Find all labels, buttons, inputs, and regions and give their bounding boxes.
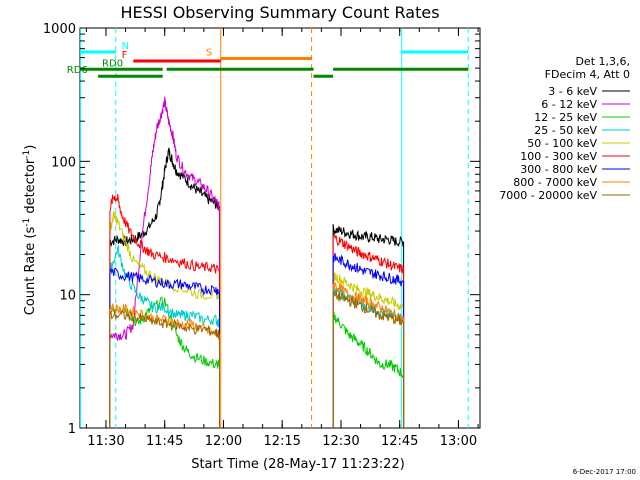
y-axis-label: Count Rate (s-1 detector-1) [22,145,38,316]
x-tick-label: 11:45 [146,434,183,449]
series-line [332,290,405,428]
flag-label-rd6: RD6 [67,65,88,76]
flag-label-rd0: RD0 [102,58,123,69]
series-line [109,245,220,428]
axes: 11:30 11:45 12:00 12:15 12:30 12:45 13:00 1 10 10… [43,22,480,449]
legend-entry-label: 25 - 50 keV [534,124,597,137]
plot-frame [79,27,481,429]
legend-entry-label: 3 - 6 keV [548,85,597,98]
series-line [109,303,220,428]
y-axis-label-part3: ) [23,145,38,150]
legend-header-line2: FDecim 4, Att 0 [545,68,630,81]
legend-entry-label: 12 - 25 keV [534,111,597,124]
legend-header-line1: Det 1,3,6, [575,55,630,68]
series-line [109,211,220,428]
y-tick-label: 1 [68,422,76,437]
x-axis-label: Start Time (28-May-17 11:23:22) [191,457,405,472]
y-axis-label-part1: Count Rate (s [23,227,38,316]
legend-entry-label: 800 - 7000 keV [513,176,597,189]
series-line [332,311,405,428]
x-tick-label: 12:30 [322,434,359,449]
series-line [332,252,405,428]
plot-border [79,27,481,429]
y-tick-label: 10 [59,289,76,304]
legend-entry-label: 6 - 12 keV [541,98,597,111]
series-line [109,309,220,428]
x-tick-label: 13:00 [440,434,477,449]
y-axis-label-sup1: -1 [22,218,32,227]
series-line [332,224,405,428]
vertical-markers [80,28,469,428]
flag-label-n: N [122,41,129,52]
y-axis-label-sup2: -1 [22,150,32,159]
legend-entry-label: 50 - 100 keV [527,137,597,150]
y-axis-label-part2: detector [23,158,38,218]
series-line [332,269,405,428]
flag-label-f: F [122,50,128,61]
y-tick-label: 100 [51,155,76,170]
legend-entry-label: 7000 - 20000 keV [499,189,597,202]
x-tick-label: 12:15 [263,434,300,449]
chart-title: HESSI Observing Summary Count Rates [120,3,439,22]
x-tick-label: 11:30 [87,434,124,449]
series-line [332,281,405,428]
series-line [332,233,405,428]
series-lines [109,96,405,428]
x-tick-label: 12:00 [205,434,242,449]
x-tick-label: 12:45 [381,434,418,449]
y-tick-label: 1000 [43,22,76,37]
series-line [332,287,405,428]
flag-label-s: S [206,48,212,59]
legend-entry-label: 100 - 300 keV [520,150,597,163]
series-line [109,296,220,428]
footer-date: 6-Dec-2017 17:00 [573,468,636,476]
series-line [109,267,220,428]
series-line [109,147,220,428]
series-line [109,96,220,428]
series-line [109,193,220,428]
legend-entry-label: 300 - 800 keV [520,163,597,176]
